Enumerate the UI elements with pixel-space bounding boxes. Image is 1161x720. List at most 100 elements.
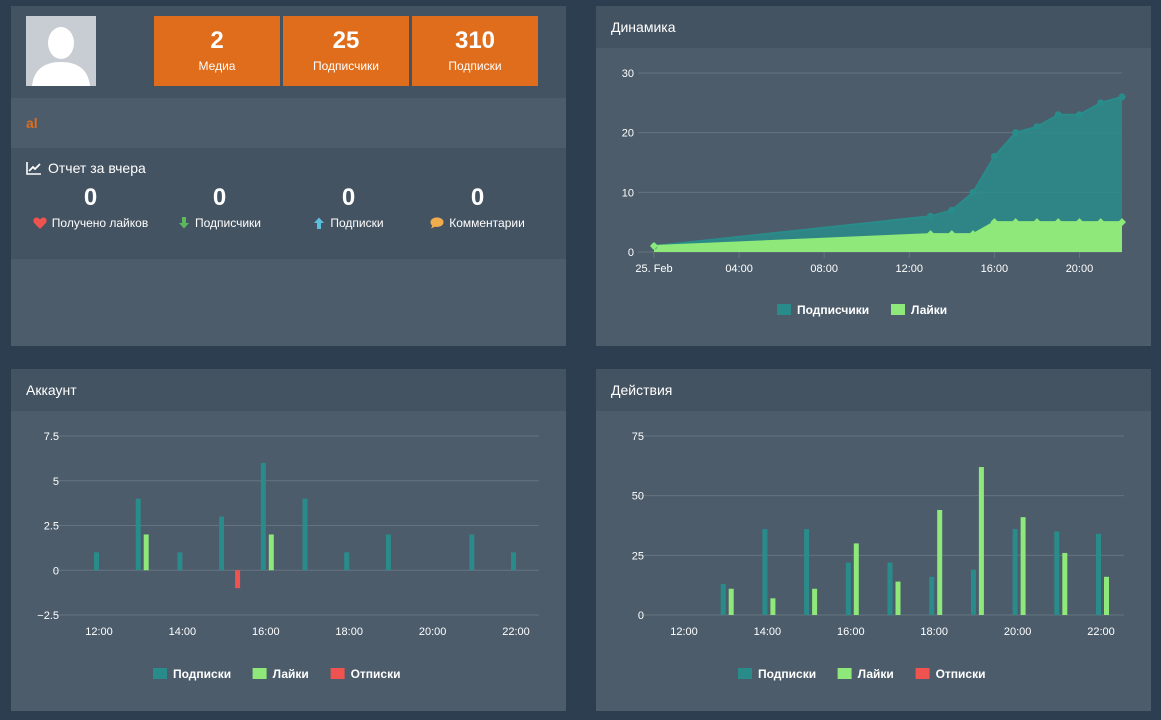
username-link[interactable]: al xyxy=(26,115,38,131)
x-tick-label: 14:00 xyxy=(754,626,782,638)
bar-1 xyxy=(1054,531,1060,615)
bar-1 xyxy=(219,516,225,571)
bar-1 xyxy=(177,552,183,571)
y-tick-label: 50 xyxy=(632,491,644,503)
dynamics-panel: Динамика 0 10 20 30 25. Feb 04:00 08:00 12:00 16… xyxy=(596,6,1151,346)
data-point-followers xyxy=(1097,99,1105,107)
bar-1 xyxy=(260,462,266,571)
data-point-likes xyxy=(947,230,956,239)
bar-2 xyxy=(978,467,984,615)
report-followers: 0 Подписчики xyxy=(155,184,284,230)
y-tick-label: 10 xyxy=(622,187,634,199)
y-tick-label: 75 xyxy=(632,431,644,443)
profile-panel: 2 Медиа 25 Подписчики 310 Подписки al От… xyxy=(11,6,566,346)
bar-1 xyxy=(135,498,141,571)
stat-following-label: Подписки xyxy=(448,59,502,73)
account-chart[interactable]: −2.5 0 2.5 5 7.5 12:00 14:00 16:00 18:00 20:00 22:… xyxy=(11,411,566,711)
report-following-label: Подписки xyxy=(330,216,384,230)
x-tick-label: 22:00 xyxy=(502,626,530,638)
y-tick-label: 0 xyxy=(53,565,59,577)
report-followers-value: 0 xyxy=(212,184,227,211)
x-tick-label: 25. Feb xyxy=(635,263,672,275)
x-tick-label: 12:00 xyxy=(85,626,113,638)
data-point-followers xyxy=(948,206,956,214)
report-likes-label: Получено лайков xyxy=(51,216,149,230)
bar-2 xyxy=(895,581,901,615)
bar-2 xyxy=(1020,517,1026,615)
stat-following-value: 310 xyxy=(454,27,496,54)
report-title-text: Отчет за вчера xyxy=(48,160,146,176)
data-point-followers xyxy=(1033,123,1041,131)
bar-1 xyxy=(845,562,851,615)
legend-swatch-1 xyxy=(777,304,791,315)
stat-media[interactable]: 2 Медиа xyxy=(154,16,280,86)
stat-following[interactable]: 310 Подписки xyxy=(412,16,538,86)
legend-swatch-1 xyxy=(153,668,167,679)
account-title: Аккаунт xyxy=(11,369,566,411)
dynamics-chart[interactable]: 0 10 20 30 25. Feb 04:00 08:00 12:00 16:00 20:00 П… xyxy=(596,48,1151,346)
bar-1 xyxy=(1096,533,1101,615)
data-point-followers xyxy=(927,212,935,220)
bar-1 xyxy=(344,552,350,571)
x-tick-label: 22:00 xyxy=(1087,626,1115,638)
x-tick-label: 18:00 xyxy=(920,626,948,638)
data-point-followers xyxy=(969,188,977,196)
legend-swatch-1 xyxy=(738,668,752,679)
x-tick-label: 20:00 xyxy=(1004,626,1032,638)
bar-2 xyxy=(812,588,818,615)
x-tick-label: 20:00 xyxy=(1066,263,1094,275)
x-tick-label: 20:00 xyxy=(419,626,447,638)
dynamics-title: Динамика xyxy=(596,6,1151,48)
y-tick-label: 20 xyxy=(622,128,634,140)
bar-1 xyxy=(929,576,935,615)
legend-label-3: Отписки xyxy=(351,667,401,681)
yesterday-report: Отчет за вчера 0 Получено лайков 0 Подпи… xyxy=(11,148,566,259)
legend-swatch-2 xyxy=(252,668,267,679)
legend-label-1: Подписчики xyxy=(797,303,869,317)
x-tick-label: 16:00 xyxy=(837,626,865,638)
report-following-value: 0 xyxy=(341,184,356,211)
x-tick-label: 12:00 xyxy=(896,263,924,275)
report-likes: 0 Получено лайков xyxy=(26,184,155,230)
avatar[interactable] xyxy=(26,16,96,86)
bar-1 xyxy=(385,534,391,571)
series-area-followers xyxy=(654,96,1122,252)
stat-followers-value: 25 xyxy=(332,27,360,54)
legend-swatch-2 xyxy=(891,304,905,315)
stat-followers[interactable]: 25 Подписчики xyxy=(283,16,409,86)
legend-label-1: Подписки xyxy=(758,667,816,681)
line-chart-icon xyxy=(26,162,41,175)
actions-title: Действия xyxy=(596,369,1151,411)
bar-2 xyxy=(937,509,943,615)
report-followers-label: Подписчики xyxy=(194,216,261,230)
arrow-up-icon xyxy=(314,217,325,229)
bar-1 xyxy=(804,529,810,615)
bar-2 xyxy=(770,598,776,615)
comment-icon xyxy=(430,217,444,229)
report-likes-value: 0 xyxy=(83,184,98,211)
bar-2 xyxy=(1062,552,1068,615)
data-point-likes xyxy=(1096,218,1105,227)
y-tick-label: 0 xyxy=(628,247,634,259)
legend-label-2: Лайки xyxy=(858,667,894,681)
stat-followers-label: Подписчики xyxy=(312,59,379,73)
y-tick-label: 7.5 xyxy=(44,431,59,443)
bar-1 xyxy=(887,562,893,615)
bar-1 xyxy=(970,569,976,615)
data-point-likes xyxy=(1118,218,1126,227)
legend-swatch-2 xyxy=(837,668,852,679)
bar-1 xyxy=(762,529,768,615)
data-point-likes xyxy=(650,242,658,251)
x-tick-label: 12:00 xyxy=(670,626,698,638)
data-point-likes xyxy=(969,230,978,239)
report-title: Отчет за вчера xyxy=(26,160,551,176)
x-tick-label: 18:00 xyxy=(335,626,363,638)
y-tick-label: 30 xyxy=(622,68,634,80)
bar-2 xyxy=(268,534,274,571)
actions-chart[interactable]: 0 25 50 75 12:00 14:00 16:00 18:00 20:00 22:00 Под… xyxy=(596,411,1151,711)
data-point-followers xyxy=(1075,111,1083,119)
account-panel: Аккаунт −2.5 0 2.5 5 7.5 12:00 14:00 16:00 18:00… xyxy=(11,369,566,711)
data-point-followers xyxy=(1118,93,1126,101)
bar-1 xyxy=(94,552,99,571)
y-tick-label: 2.5 xyxy=(44,521,59,533)
